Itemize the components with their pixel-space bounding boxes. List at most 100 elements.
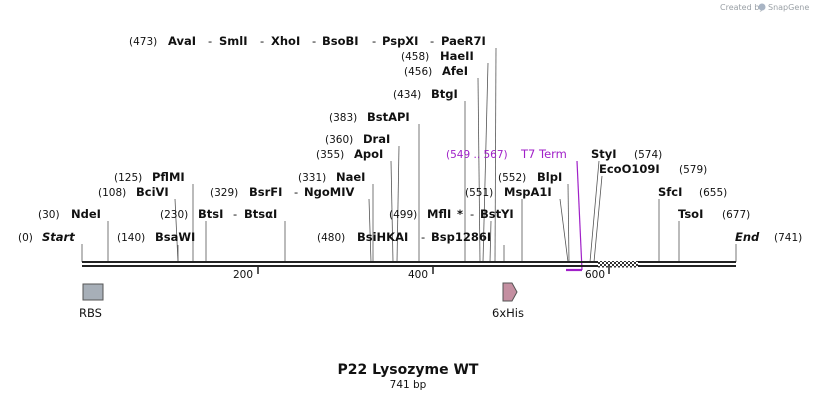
svg-text:-: - [470, 207, 474, 221]
created-by-text: Created by [720, 3, 764, 12]
svg-text:(552): (552) [498, 172, 526, 184]
site-bcivi[interactable]: (108) BciVI [98, 185, 169, 199]
svg-text:BlpI: BlpI [537, 170, 562, 184]
start-position: (0) [18, 232, 33, 244]
svg-text:BsoBI: BsoBI [322, 34, 359, 48]
leader-haeii [482, 62, 489, 263]
site-drai[interactable]: (360) DraI [325, 132, 390, 146]
end-position: (741) [774, 232, 802, 244]
svg-text:PaeR7I: PaeR7I [441, 34, 486, 48]
site-blpi[interactable]: (552) BlpI [498, 170, 562, 184]
site-btsi[interactable]: (230) BtsI - BtsαI [160, 207, 277, 221]
svg-text:PflMI: PflMI [152, 170, 185, 184]
svg-text:(30): (30) [38, 209, 60, 221]
feature-rbs[interactable]: RBS [79, 283, 104, 320]
svg-text:(230): (230) [160, 209, 188, 221]
svg-text:AvaI: AvaI [168, 34, 196, 48]
site-afei[interactable]: (456) AfeI [404, 64, 468, 78]
ruler: 200 400 600 [233, 266, 610, 281]
svg-text:BtgI: BtgI [431, 87, 458, 101]
site-tsoi[interactable]: TsoI (677) [678, 207, 750, 221]
end-label: End [735, 230, 760, 244]
svg-text:TsoI: TsoI [678, 207, 703, 221]
svg-text:*: * [457, 207, 463, 221]
svg-text:-: - [430, 34, 434, 48]
site-bstapi[interactable]: (383) BstAPI [329, 110, 410, 124]
svg-text:BstAPI: BstAPI [367, 110, 410, 124]
t7-terminator-range: (549 .. 567) [446, 149, 508, 161]
rbs-label: RBS [79, 306, 102, 320]
svg-text:-: - [294, 185, 298, 199]
feature-6xhis[interactable]: 6xHis [492, 282, 524, 320]
leader-blpi [567, 183, 570, 263]
snapgene-brand-text: SnapGene [768, 3, 809, 12]
site-eco0109i[interactable]: EcoO109I (579) [599, 162, 707, 176]
svg-text:(108): (108) [98, 187, 126, 199]
sequence-end: End (741) [735, 230, 802, 244]
svg-text:MflI: MflI [427, 207, 451, 221]
svg-text:(574): (574) [634, 149, 662, 161]
svg-text:(434): (434) [393, 89, 421, 101]
site-bsawi[interactable]: (140) BsaWI [117, 230, 195, 244]
svg-text:DraI: DraI [363, 132, 390, 146]
svg-text:StyI: StyI [591, 147, 617, 161]
svg-text:NdeI: NdeI [71, 207, 101, 221]
svg-text:SfcI: SfcI [658, 185, 682, 199]
svg-text:NgoMIV: NgoMIV [304, 185, 354, 199]
svg-text:SmlI: SmlI [219, 34, 248, 48]
site-mfli[interactable]: (499) MflI * - BstYI [389, 207, 514, 221]
leader-eco0109i [593, 175, 603, 263]
leader-bsihkai [489, 220, 492, 263]
svg-text:BsaWI: BsaWI [155, 230, 195, 244]
t7-terminator-label[interactable]: (549 .. 567) T7 Term [446, 147, 567, 161]
ruler-label-400: 400 [408, 269, 428, 281]
svg-text:AfeI: AfeI [442, 64, 468, 78]
t7-terminator-name: T7 Term [520, 147, 567, 161]
snapgene-branding[interactable]: Created by SnapGene [720, 3, 809, 12]
plasmid-length: 741 bp [390, 379, 427, 391]
svg-text:(458): (458) [401, 51, 429, 63]
site-mspa1i[interactable]: (551) MspA1I [465, 185, 552, 199]
ruler-label-600: 600 [585, 269, 605, 281]
svg-text:-: - [312, 34, 316, 48]
site-sfci[interactable]: SfcI (655) [658, 185, 727, 199]
leader-apoi [390, 160, 394, 263]
svg-text:(125): (125) [114, 172, 142, 184]
site-pflmi[interactable]: (125) PflMI [114, 170, 185, 184]
leader-styi [589, 160, 600, 263]
svg-text:ApoI: ApoI [354, 147, 383, 161]
site-btgi[interactable]: (434) BtgI [393, 87, 458, 101]
svg-text:BstYI: BstYI [480, 207, 514, 221]
site-ndei[interactable]: (30) NdeI [38, 207, 101, 221]
plasmid-name: P22 Lysozyme WT [338, 362, 479, 378]
svg-text:(473): (473) [129, 36, 157, 48]
svg-text:(329): (329) [210, 187, 238, 199]
svg-text:(480): (480) [317, 232, 345, 244]
svg-text:MspA1I: MspA1I [504, 185, 552, 199]
site-group-473[interactable]: (473) AvaI - SmlI - XhoI - BsoBI - PspXI… [129, 34, 486, 48]
svg-text:(579): (579) [679, 164, 707, 176]
svg-text:(331): (331) [298, 172, 326, 184]
svg-text:BtsI: BtsI [198, 207, 223, 221]
site-naei[interactable]: (331) NaeI [298, 170, 365, 184]
site-apoi[interactable]: (355) ApoI [316, 147, 383, 161]
svg-text:Bsp1286I: Bsp1286I [431, 230, 491, 244]
svg-text:BtsαI: BtsαI [244, 207, 277, 221]
sequence-backbone [82, 261, 736, 268]
svg-text:BciVI: BciVI [136, 185, 169, 199]
svg-text:HaeII: HaeII [440, 49, 474, 63]
site-haeii[interactable]: (458) HaeII [401, 49, 474, 63]
svg-text:(383): (383) [329, 112, 357, 124]
site-bsrfi[interactable]: (329) BsrFI - NgoMIV [210, 185, 354, 199]
start-label: Start [42, 230, 75, 244]
leader-mspa1i [559, 198, 569, 263]
t7-terminator-marker[interactable] [566, 160, 583, 272]
svg-text:(140): (140) [117, 232, 145, 244]
site-styi[interactable]: StyI (574) [591, 147, 662, 161]
svg-text:(499): (499) [389, 209, 417, 221]
hatched-region [598, 261, 638, 268]
svg-text:(355): (355) [316, 149, 344, 161]
site-bsihkai[interactable]: (480) BsiHKAI - Bsp1286I [317, 230, 491, 244]
leader-group473 [494, 47, 497, 263]
